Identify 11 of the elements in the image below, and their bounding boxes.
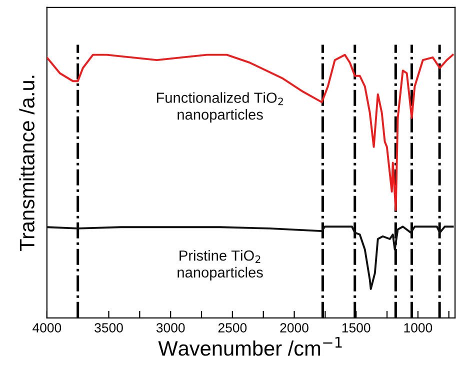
text: Functionalized TiO$_{2}$ nanoparticles xyxy=(156,92,283,123)
series-label: Pristine TiO$_{2}$ nanoparticles xyxy=(178,250,263,280)
x-axis-title: Wavenumber /cm$^{−1}$ xyxy=(158,336,342,356)
x-tick-label: 1500 xyxy=(342,323,370,332)
x-tick-label: 2500 xyxy=(218,323,247,332)
x-tick-label: 2000 xyxy=(280,323,308,332)
x-tick-label: 3000 xyxy=(156,323,185,332)
x-tick-label: 3500 xyxy=(94,323,123,332)
x-tick-label: 4000 xyxy=(32,323,62,332)
y-axis-title: Transmittance /a.u. xyxy=(19,76,34,251)
x-tick-label: 1000 xyxy=(404,323,432,332)
